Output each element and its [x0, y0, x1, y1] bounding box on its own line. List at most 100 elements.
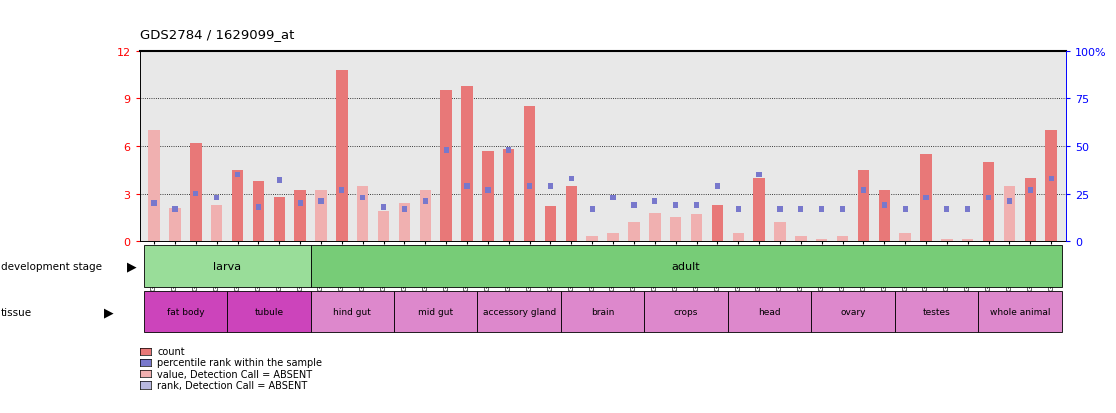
- Bar: [144, 291, 228, 332]
- Text: testes: testes: [923, 307, 951, 316]
- Text: crops: crops: [674, 307, 699, 316]
- Bar: [482, 152, 493, 242]
- Bar: [464, 184, 470, 189]
- Bar: [420, 191, 431, 242]
- Bar: [423, 199, 427, 204]
- Bar: [252, 181, 264, 242]
- Bar: [691, 215, 702, 242]
- Bar: [441, 91, 452, 242]
- Bar: [1024, 178, 1036, 242]
- Bar: [895, 291, 978, 332]
- Text: whole animal: whole animal: [990, 307, 1050, 316]
- Bar: [840, 206, 845, 212]
- Bar: [144, 246, 310, 287]
- Bar: [172, 206, 177, 212]
- Bar: [965, 206, 970, 212]
- Bar: [652, 199, 657, 204]
- Bar: [944, 206, 950, 212]
- Bar: [503, 150, 514, 242]
- Bar: [962, 239, 973, 242]
- Bar: [1007, 199, 1012, 204]
- Bar: [360, 195, 365, 201]
- Bar: [478, 291, 561, 332]
- Bar: [983, 162, 994, 242]
- Bar: [545, 207, 556, 242]
- Text: count: count: [157, 347, 185, 356]
- Bar: [336, 71, 347, 242]
- Bar: [858, 170, 869, 242]
- Bar: [1028, 188, 1033, 193]
- Bar: [170, 208, 181, 242]
- Text: ▶: ▶: [127, 260, 137, 273]
- Bar: [587, 237, 598, 242]
- Bar: [402, 206, 407, 212]
- Bar: [673, 203, 679, 208]
- Bar: [190, 143, 202, 242]
- Text: ▶: ▶: [104, 305, 114, 318]
- Bar: [714, 184, 720, 189]
- Text: value, Detection Call = ABSENT: value, Detection Call = ABSENT: [157, 369, 312, 379]
- Bar: [310, 291, 394, 332]
- Bar: [443, 147, 449, 153]
- Bar: [357, 186, 368, 242]
- Bar: [775, 223, 786, 242]
- Bar: [985, 195, 991, 201]
- Bar: [1046, 131, 1057, 242]
- Bar: [339, 188, 345, 193]
- Bar: [548, 184, 554, 189]
- Bar: [819, 206, 825, 212]
- Bar: [753, 178, 764, 242]
- Bar: [728, 291, 811, 332]
- Bar: [732, 234, 744, 242]
- Text: tissue: tissue: [1, 307, 32, 317]
- Bar: [569, 176, 574, 182]
- Bar: [903, 206, 907, 212]
- Bar: [523, 107, 536, 242]
- Text: adult: adult: [672, 261, 701, 271]
- Text: mid gut: mid gut: [418, 307, 453, 316]
- Text: rank, Detection Call = ABSENT: rank, Detection Call = ABSENT: [157, 380, 308, 390]
- Text: percentile rank within the sample: percentile rank within the sample: [157, 358, 323, 368]
- Bar: [298, 201, 302, 206]
- Bar: [941, 239, 953, 242]
- Bar: [318, 199, 324, 204]
- Text: development stage: development stage: [1, 261, 103, 271]
- Bar: [644, 291, 728, 332]
- Bar: [860, 188, 866, 193]
- Bar: [378, 211, 389, 242]
- Text: accessory gland: accessory gland: [482, 307, 556, 316]
- Text: head: head: [758, 307, 781, 316]
- Bar: [694, 203, 699, 208]
- Bar: [837, 237, 848, 242]
- Bar: [485, 188, 491, 193]
- Bar: [310, 246, 1061, 287]
- Bar: [148, 131, 160, 242]
- Bar: [607, 234, 618, 242]
- Bar: [295, 191, 306, 242]
- Bar: [211, 205, 222, 242]
- Bar: [735, 206, 741, 212]
- Bar: [632, 203, 636, 208]
- Bar: [670, 218, 682, 242]
- Bar: [461, 86, 473, 242]
- Bar: [507, 147, 511, 153]
- Bar: [566, 186, 577, 242]
- Bar: [152, 201, 156, 206]
- Bar: [798, 206, 804, 212]
- Bar: [214, 195, 220, 201]
- Bar: [381, 204, 386, 210]
- Bar: [398, 204, 411, 242]
- Text: brain: brain: [591, 307, 614, 316]
- Bar: [561, 291, 644, 332]
- Bar: [228, 291, 310, 332]
- Bar: [315, 191, 327, 242]
- Bar: [628, 223, 639, 242]
- Text: hind gut: hind gut: [334, 307, 372, 316]
- Text: GDS2784 / 1629099_at: GDS2784 / 1629099_at: [140, 28, 294, 41]
- Bar: [235, 172, 240, 178]
- Bar: [899, 234, 911, 242]
- Bar: [816, 239, 827, 242]
- Bar: [1003, 186, 1016, 242]
- Bar: [193, 191, 199, 197]
- Text: tubule: tubule: [254, 307, 283, 316]
